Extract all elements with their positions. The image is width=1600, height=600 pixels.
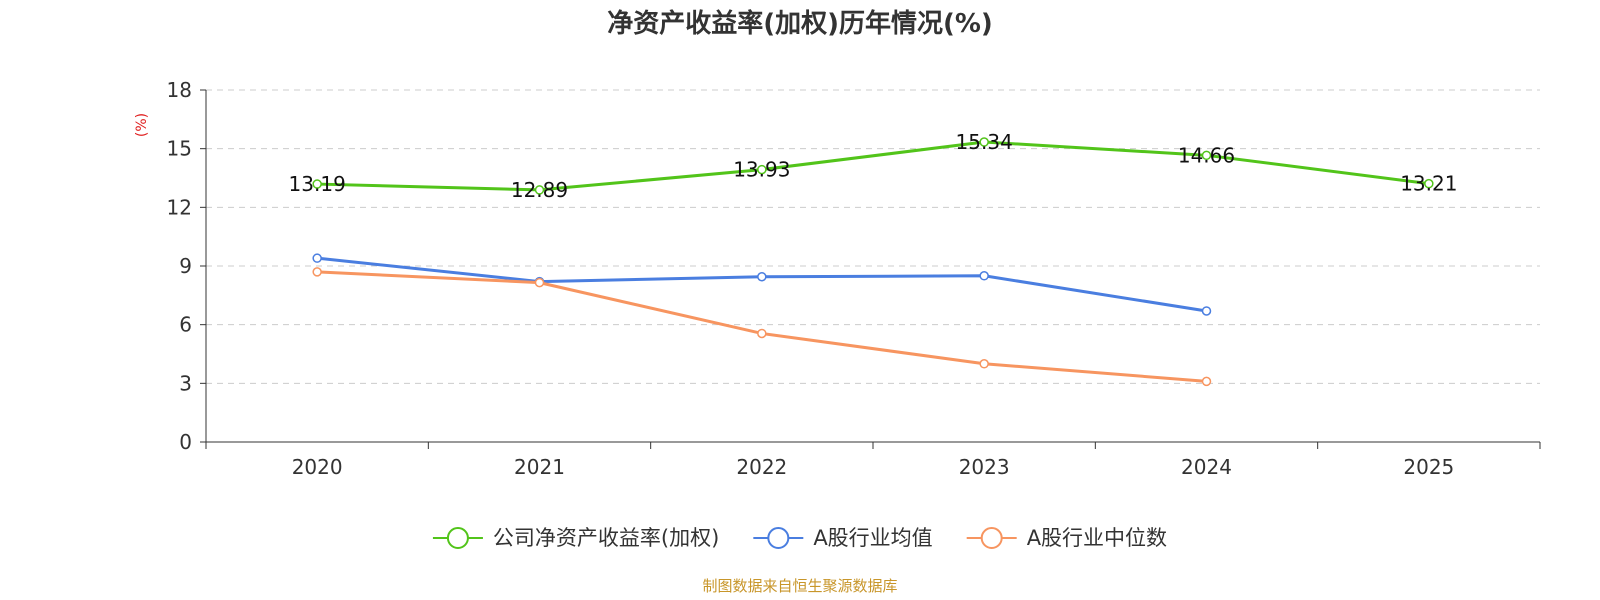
data-labels: 13.19 12.89 13.93 15.34 14.66 13.21 [289,130,1458,202]
data-point [1201,150,1212,161]
y-tick-label: 0 [179,430,192,454]
axes: 0 3 6 9 12 15 18 2020 2021 2022 2023 2024 2025 [167,78,1541,479]
data-point [757,328,767,339]
x-tick-label: 2025 [1403,455,1454,479]
series-line-2 [315,270,1208,383]
legend-marker [767,527,790,549]
series-layer [312,137,1434,387]
y-tick-label: 3 [179,371,192,395]
chart-title: 净资产收益率(加权)历年情况(%) [607,8,993,39]
legend-label: A股行业均值 [813,526,932,550]
legend-item: A股行业中位数 [966,526,1167,550]
legend-marker [446,527,469,549]
legend-item: 公司净资产收益率(加权) [432,526,719,550]
x-tick-label: 2023 [959,455,1010,479]
data-point [1424,178,1434,189]
data-point [979,271,989,281]
y-tick-label: 12 [167,195,192,219]
data-point [312,267,322,277]
legend-marker [980,527,1003,549]
data-point [979,137,989,147]
grid-lines [206,89,1540,384]
data-label: 13.93 [733,158,790,182]
y-axis-label: (%) [134,113,150,137]
legend-label: 公司净资产收益率(加权) [493,526,719,550]
data-label: 12.89 [511,178,568,202]
data-point [757,272,767,282]
legend-label: A股行业中位数 [1027,526,1167,550]
data-label: 13.21 [1400,172,1457,196]
series-line-0 [315,140,1431,192]
data-point [534,185,545,195]
x-tick-label: 2024 [1181,455,1232,479]
x-tick-label: 2020 [292,455,343,479]
data-label: 14.66 [1178,143,1235,167]
y-tick-label: 18 [167,78,192,102]
data-point [1201,306,1212,316]
data-point [312,253,322,263]
x-tick-label: 2021 [514,455,565,479]
data-point [1201,376,1212,387]
data-point [757,164,767,175]
y-tick-label: 15 [167,137,192,161]
y-tick-label: 9 [179,254,192,278]
data-label: 13.19 [289,172,346,196]
data-label: 15.34 [956,130,1013,154]
source-note: 制图数据来自恒生聚源数据库 [702,577,897,595]
data-point [534,277,545,288]
legend: 公司净资产收益率(加权) A股行业均值 A股行业中位数 [432,526,1167,550]
data-point [312,179,322,189]
legend-item: A股行业均值 [753,526,933,550]
y-tick-label: 6 [179,313,192,337]
x-tick-label: 2022 [736,455,787,479]
data-point [979,359,989,369]
